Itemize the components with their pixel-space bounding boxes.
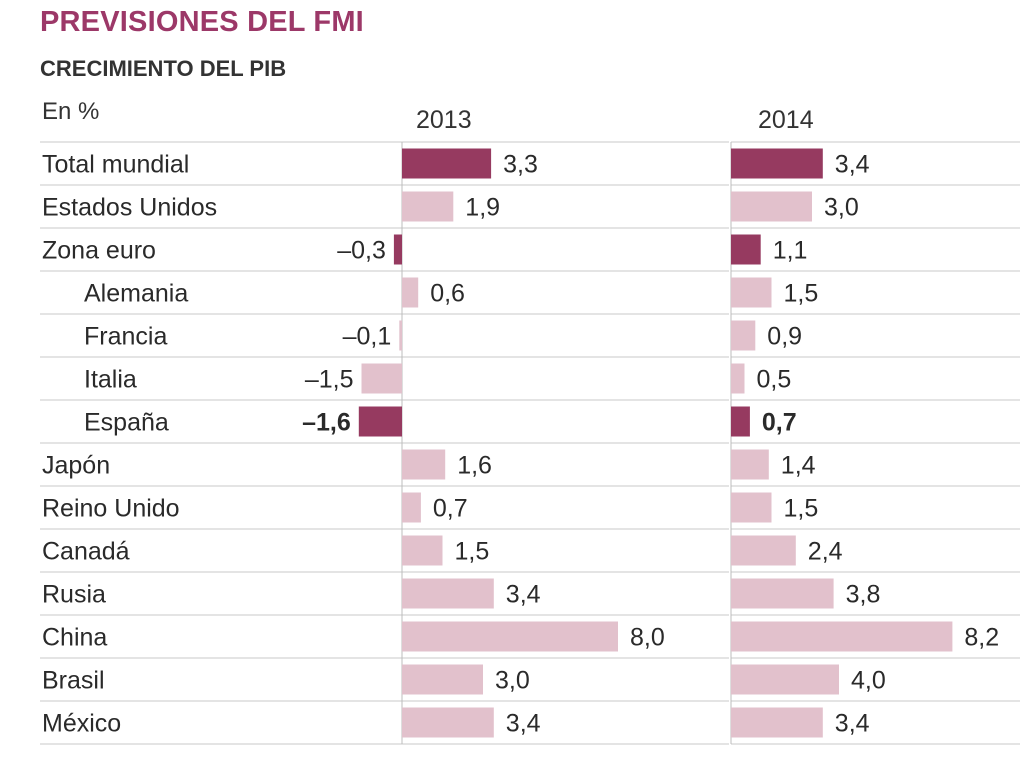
category-label-japon: Japón <box>42 452 110 480</box>
value-label-2014-china: 8,2 <box>964 624 999 652</box>
value-label-2013-brasil: 3,0 <box>495 667 530 695</box>
bar-2014-zona-euro <box>731 234 761 265</box>
bar-2014-brasil <box>731 664 839 695</box>
value-label-2013-italia: –1,5 <box>305 366 354 394</box>
bar-2014-rusia <box>731 578 834 609</box>
category-label-canada: Canadá <box>42 538 130 566</box>
bar-2014-canada <box>731 535 796 566</box>
bar-2014-mexico <box>731 707 823 738</box>
category-label-total-mundial: Total mundial <box>42 151 189 179</box>
value-label-2013-china: 8,0 <box>630 624 665 652</box>
year-header-2014: 2014 <box>758 106 814 134</box>
chart-title: PREVISIONES DEL FMI <box>40 6 364 38</box>
category-label-francia: Francia <box>84 323 167 351</box>
bar-2013-estados-unidos <box>402 191 454 222</box>
bar-2013-brasil <box>402 664 483 695</box>
bar-2014-italia <box>731 363 745 394</box>
bar-2013-zona-euro <box>393 234 402 265</box>
bar-2014-francia <box>731 320 756 351</box>
bar-2013-rusia <box>402 578 494 609</box>
value-label-2014-espana: 0,7 <box>762 409 797 437</box>
bar-2013-total-mundial <box>402 148 492 179</box>
value-label-2014-estados-unidos: 3,0 <box>824 194 859 222</box>
bar-2014-alemania <box>731 277 772 308</box>
bar-2014-japon <box>731 449 769 480</box>
value-label-2014-francia: 0,9 <box>767 323 802 351</box>
bar-2013-espana <box>358 406 402 437</box>
bar-2013-japon <box>402 449 446 480</box>
value-label-2013-espana: –1,6 <box>302 409 351 437</box>
value-label-2013-alemania: 0,6 <box>430 280 465 308</box>
bar-2013-mexico <box>402 707 494 738</box>
category-label-estados-unidos: Estados Unidos <box>42 194 217 222</box>
category-label-china: China <box>42 624 107 652</box>
bar-2014-espana <box>731 406 750 437</box>
bar-2014-estados-unidos <box>731 191 812 222</box>
value-label-2013-estados-unidos: 1,9 <box>465 194 500 222</box>
value-label-2013-rusia: 3,4 <box>506 581 541 609</box>
value-label-2013-total-mundial: 3,3 <box>503 151 538 179</box>
value-label-2014-rusia: 3,8 <box>846 581 881 609</box>
unit-label: En % <box>42 98 100 125</box>
value-label-2014-canada: 2,4 <box>808 538 843 566</box>
bar-2014-reino-unido <box>731 492 772 523</box>
value-label-2014-japon: 1,4 <box>781 452 816 480</box>
value-label-2013-mexico: 3,4 <box>506 710 541 738</box>
bar-2014-total-mundial <box>731 148 823 179</box>
bar-2013-italia <box>361 363 402 394</box>
category-label-rusia: Rusia <box>42 581 106 609</box>
year-header-2013: 2013 <box>416 106 472 134</box>
category-label-brasil: Brasil <box>42 667 105 695</box>
category-label-espana: España <box>84 409 169 437</box>
value-label-2014-mexico: 3,4 <box>835 710 870 738</box>
value-label-2013-francia: –0,1 <box>343 323 392 351</box>
bar-2013-reino-unido <box>402 492 421 523</box>
category-label-reino-unido: Reino Unido <box>42 495 180 523</box>
value-label-2014-alemania: 1,5 <box>784 280 819 308</box>
value-label-2014-brasil: 4,0 <box>851 667 886 695</box>
category-label-zona-euro: Zona euro <box>42 237 156 265</box>
bar-2013-china <box>402 621 618 652</box>
value-label-2014-reino-unido: 1,5 <box>784 495 819 523</box>
value-label-2014-total-mundial: 3,4 <box>835 151 870 179</box>
value-label-2013-reino-unido: 0,7 <box>433 495 468 523</box>
bar-2013-alemania <box>402 277 419 308</box>
bar-2013-canada <box>402 535 443 566</box>
category-label-italia: Italia <box>84 366 137 394</box>
value-label-2014-italia: 0,5 <box>757 366 792 394</box>
value-label-2014-zona-euro: 1,1 <box>773 237 808 265</box>
bar-2013-francia <box>399 320 402 351</box>
category-label-mexico: México <box>42 710 121 738</box>
value-label-2013-japon: 1,6 <box>457 452 492 480</box>
chart-subtitle: CRECIMIENTO DEL PIB <box>40 56 287 81</box>
category-label-alemania: Alemania <box>84 280 188 308</box>
bar-2014-china <box>731 621 953 652</box>
value-label-2013-zona-euro: –0,3 <box>337 237 386 265</box>
value-label-2013-canada: 1,5 <box>455 538 490 566</box>
